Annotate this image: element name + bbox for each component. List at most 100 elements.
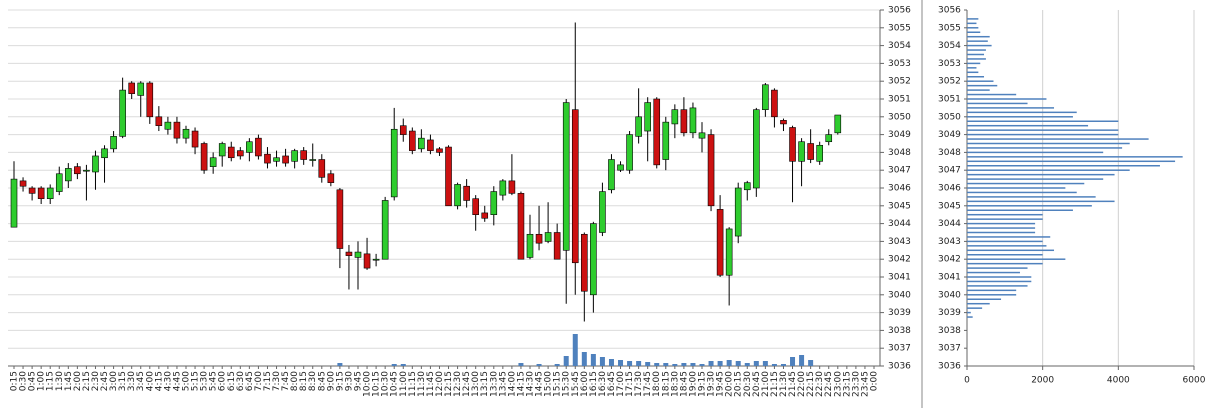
- candle-body: [481, 212, 489, 219]
- y-tick-label: 3044: [888, 219, 911, 229]
- x-tick-label: 5:30: [200, 371, 210, 391]
- volume-bar: [599, 357, 605, 366]
- x-tick-label: 14:00: [507, 371, 517, 397]
- candle-body: [327, 173, 335, 183]
- x-tick-label: 7:30: [272, 371, 282, 391]
- candle-body: [264, 153, 271, 164]
- x-tick-label: 0:00: [870, 371, 880, 391]
- candle-body: [608, 159, 615, 191]
- profile-bar: [967, 289, 1017, 292]
- y-tick-label: 3040: [888, 290, 911, 300]
- candle-body: [409, 130, 416, 151]
- x-tick-label: 1:15: [46, 371, 56, 391]
- candle-body: [74, 166, 81, 175]
- profile-bar: [967, 129, 1119, 131]
- x-tick-label: 8:00: [290, 371, 300, 391]
- candle-body: [743, 182, 751, 191]
- profile-bar: [967, 156, 1183, 158]
- x-tick-label: 13:00: [471, 371, 481, 397]
- candle-body: [599, 191, 606, 233]
- volume-bar: [808, 360, 814, 366]
- profile-bar: [967, 142, 1130, 145]
- y-tick-label: 3036: [888, 362, 911, 372]
- x-tick-label: 5:15: [191, 371, 201, 391]
- volume-bar: [681, 363, 687, 366]
- candle-body: [191, 130, 199, 148]
- profile-bar: [967, 44, 992, 47]
- x-tick-label: 19:45: [716, 371, 726, 397]
- volume-bar: [717, 361, 723, 366]
- x-tick-label: 3:15: [118, 371, 128, 391]
- x-tick-label: 16:45: [607, 371, 617, 397]
- candle-body: [454, 184, 461, 207]
- y-tick-label: 3042: [938, 255, 961, 265]
- profile-bar: [967, 316, 973, 318]
- volume-bar: [790, 357, 796, 366]
- x-tick-label: 10:30: [381, 371, 391, 397]
- candle-body: [834, 114, 842, 134]
- candle-body: [309, 159, 317, 161]
- profile-bar: [967, 254, 1043, 256]
- candle-body: [28, 187, 36, 194]
- volume-bar: [744, 363, 750, 366]
- profile-bar: [967, 124, 1089, 127]
- x-tick-label: 2:45: [100, 371, 110, 391]
- candle-body: [698, 132, 706, 139]
- x-tick-label: 23:15: [842, 371, 852, 397]
- x-tick-label: 11:00: [399, 371, 409, 397]
- candle-body: [92, 155, 99, 173]
- profile-bar: [967, 80, 994, 82]
- candle-body: [662, 121, 670, 160]
- x-tick-label: 10:00: [363, 371, 373, 397]
- y-tick-label: 3037: [938, 344, 961, 354]
- y-tick-label: 3052: [888, 77, 911, 87]
- x-tick-label: 12:45: [462, 371, 472, 397]
- candle-body: [128, 82, 135, 94]
- candle-body: [617, 164, 624, 171]
- profile-bar: [967, 133, 1119, 136]
- candle-body: [237, 150, 244, 157]
- candle-body: [37, 187, 45, 199]
- candle-body: [19, 180, 27, 187]
- y-tick-label: 3039: [938, 308, 961, 318]
- x-tick-label: 18:30: [670, 371, 680, 397]
- candle-body: [526, 233, 534, 258]
- candle-body: [544, 232, 552, 242]
- x-tick-label: 6:30: [236, 371, 246, 391]
- profile-bar: [967, 58, 986, 60]
- candle-body: [644, 102, 651, 132]
- volume-bar: [590, 354, 596, 366]
- candle-body: [300, 150, 307, 160]
- candle-body: [553, 232, 561, 260]
- volume-bar: [563, 356, 569, 366]
- x-tick-label: 13:45: [498, 371, 508, 397]
- candle-body: [707, 134, 715, 207]
- x-tick-label: 20:15: [734, 371, 744, 397]
- candle-body: [101, 148, 108, 159]
- candle-body: [255, 137, 262, 157]
- candle-body: [517, 193, 525, 260]
- profile-bar: [967, 120, 1119, 122]
- x-tick-label: 9:15: [335, 371, 345, 391]
- y-tick-label: 3038: [888, 326, 911, 336]
- y-tick-label: 3040: [938, 290, 961, 300]
- x-tick-label: 6000: [1183, 376, 1206, 386]
- profile-bar: [967, 240, 1043, 243]
- y-tick-label: 3053: [888, 59, 911, 69]
- candle-body: [146, 82, 154, 118]
- y-tick-label: 3044: [938, 219, 961, 229]
- y-tick-label: 3041: [888, 273, 911, 283]
- x-tick-label: 9:30: [344, 371, 354, 391]
- y-tick-label: 3045: [938, 201, 961, 211]
- x-tick-label: 19:15: [698, 371, 708, 397]
- candle-body: [753, 109, 760, 189]
- candle-body: [463, 185, 470, 201]
- x-tick-label: 22:30: [815, 371, 825, 397]
- x-tick-label: 21:30: [779, 371, 789, 397]
- x-tick-label: 17:15: [625, 371, 635, 397]
- y-tick-label: 3048: [888, 148, 911, 158]
- volume-bar: [726, 360, 732, 366]
- candle-body: [635, 116, 642, 137]
- x-tick-label: 15:30: [562, 371, 572, 397]
- x-tick-label: 17:30: [634, 371, 644, 397]
